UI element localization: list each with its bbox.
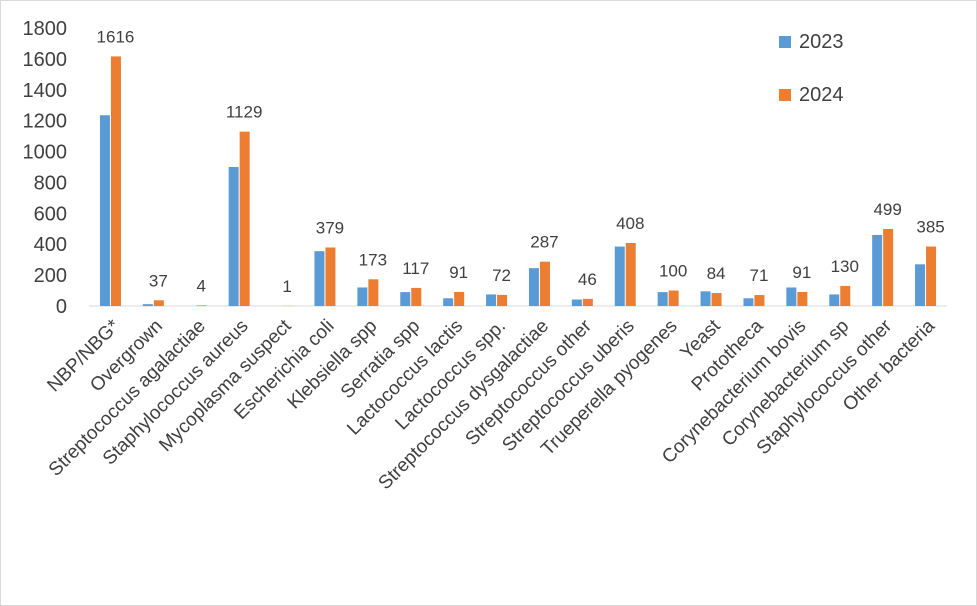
data-label-2024: 130 [831, 257, 859, 276]
bar-2024 [153, 300, 164, 306]
bars [99, 56, 937, 306]
bar-2023 [614, 246, 625, 306]
y-tick-label: 1200 [23, 111, 68, 133]
bar-2024 [239, 131, 250, 306]
bar-2024 [539, 261, 550, 306]
bar-2024 [454, 291, 465, 306]
data-label-2024: 287 [530, 233, 558, 252]
data-label-2024: 72 [492, 266, 511, 285]
y-tick-label: 1000 [23, 142, 68, 164]
data-label-2024: 71 [749, 266, 768, 285]
bar-2024 [883, 228, 894, 306]
legend-label-2023: 2023 [799, 31, 844, 53]
data-labels: 1616 37 4 1129 1 379 173 117 91 72 287 46 408 100 84 71… [97, 27, 945, 295]
bar-2023 [915, 264, 926, 306]
bar-2024 [754, 295, 765, 306]
y-tick-label: 200 [34, 265, 67, 287]
bar-2024 [797, 291, 808, 306]
bar-2024 [625, 242, 636, 306]
legend: 2023 2024 [779, 31, 844, 106]
bar-2023 [99, 115, 110, 306]
bar-2024 [926, 246, 937, 306]
data-label-2024: 408 [616, 214, 644, 233]
bar-2023 [314, 251, 325, 306]
y-tick-label: 1400 [23, 80, 68, 102]
data-label-2024: 117 [402, 259, 429, 278]
legend-label-2024: 2024 [799, 84, 844, 106]
y-tick-label: 1800 [23, 18, 68, 40]
bar-2024 [368, 279, 379, 306]
bar-2023 [657, 292, 668, 306]
bar-2023 [743, 298, 754, 306]
bar-2023 [872, 234, 883, 306]
y-tick-label: 800 [34, 172, 67, 194]
y-tick-label: 400 [34, 234, 67, 256]
y-tick-labels: 0 200 400 600 800 1000 1200 1400 1600 1800 [23, 18, 68, 318]
data-label-2024: 100 [659, 262, 687, 281]
data-label-2024: 385 [916, 218, 944, 237]
data-label-2024: 91 [449, 263, 468, 282]
data-label-2024: 499 [873, 200, 901, 219]
bar-2023 [400, 292, 411, 306]
bar-2024 [110, 56, 121, 306]
bar-2023 [571, 299, 582, 306]
bar-2024 [840, 285, 851, 306]
bar-2024 [411, 287, 422, 306]
bar-2023 [786, 287, 797, 306]
data-label-2024: 1 [282, 277, 291, 296]
bar-2023 [486, 294, 497, 306]
bar-2023 [443, 298, 454, 306]
bar-2024 [497, 294, 508, 306]
data-label-2024: 173 [359, 250, 387, 269]
bar-2024 [325, 247, 336, 306]
data-label-2024: 91 [792, 263, 811, 282]
data-label-2024: 4 [197, 276, 206, 295]
bar-2023 [829, 294, 840, 306]
data-label-2024: 46 [578, 270, 597, 289]
bar-2024 [668, 290, 679, 306]
y-tick-label: 0 [56, 296, 67, 318]
data-label-2024: 1129 [226, 103, 263, 122]
data-label-2024: 84 [707, 264, 726, 283]
bar-2024 [711, 293, 722, 306]
data-label-2024: 37 [149, 271, 168, 290]
bar-2023 [142, 304, 153, 306]
data-label-2024: 379 [316, 218, 344, 237]
bar-2023 [357, 287, 368, 306]
y-tick-label: 1600 [23, 49, 68, 71]
bar-2024 [582, 298, 593, 306]
bar-2024 [196, 305, 207, 306]
legend-swatch-2024 [779, 89, 791, 101]
legend-swatch-2023 [779, 36, 791, 48]
bar-2023 [228, 167, 239, 306]
bar-2023 [700, 291, 711, 306]
bar-2023 [528, 268, 539, 306]
y-tick-label: 600 [34, 203, 67, 225]
data-label-2024: 1616 [97, 27, 135, 46]
